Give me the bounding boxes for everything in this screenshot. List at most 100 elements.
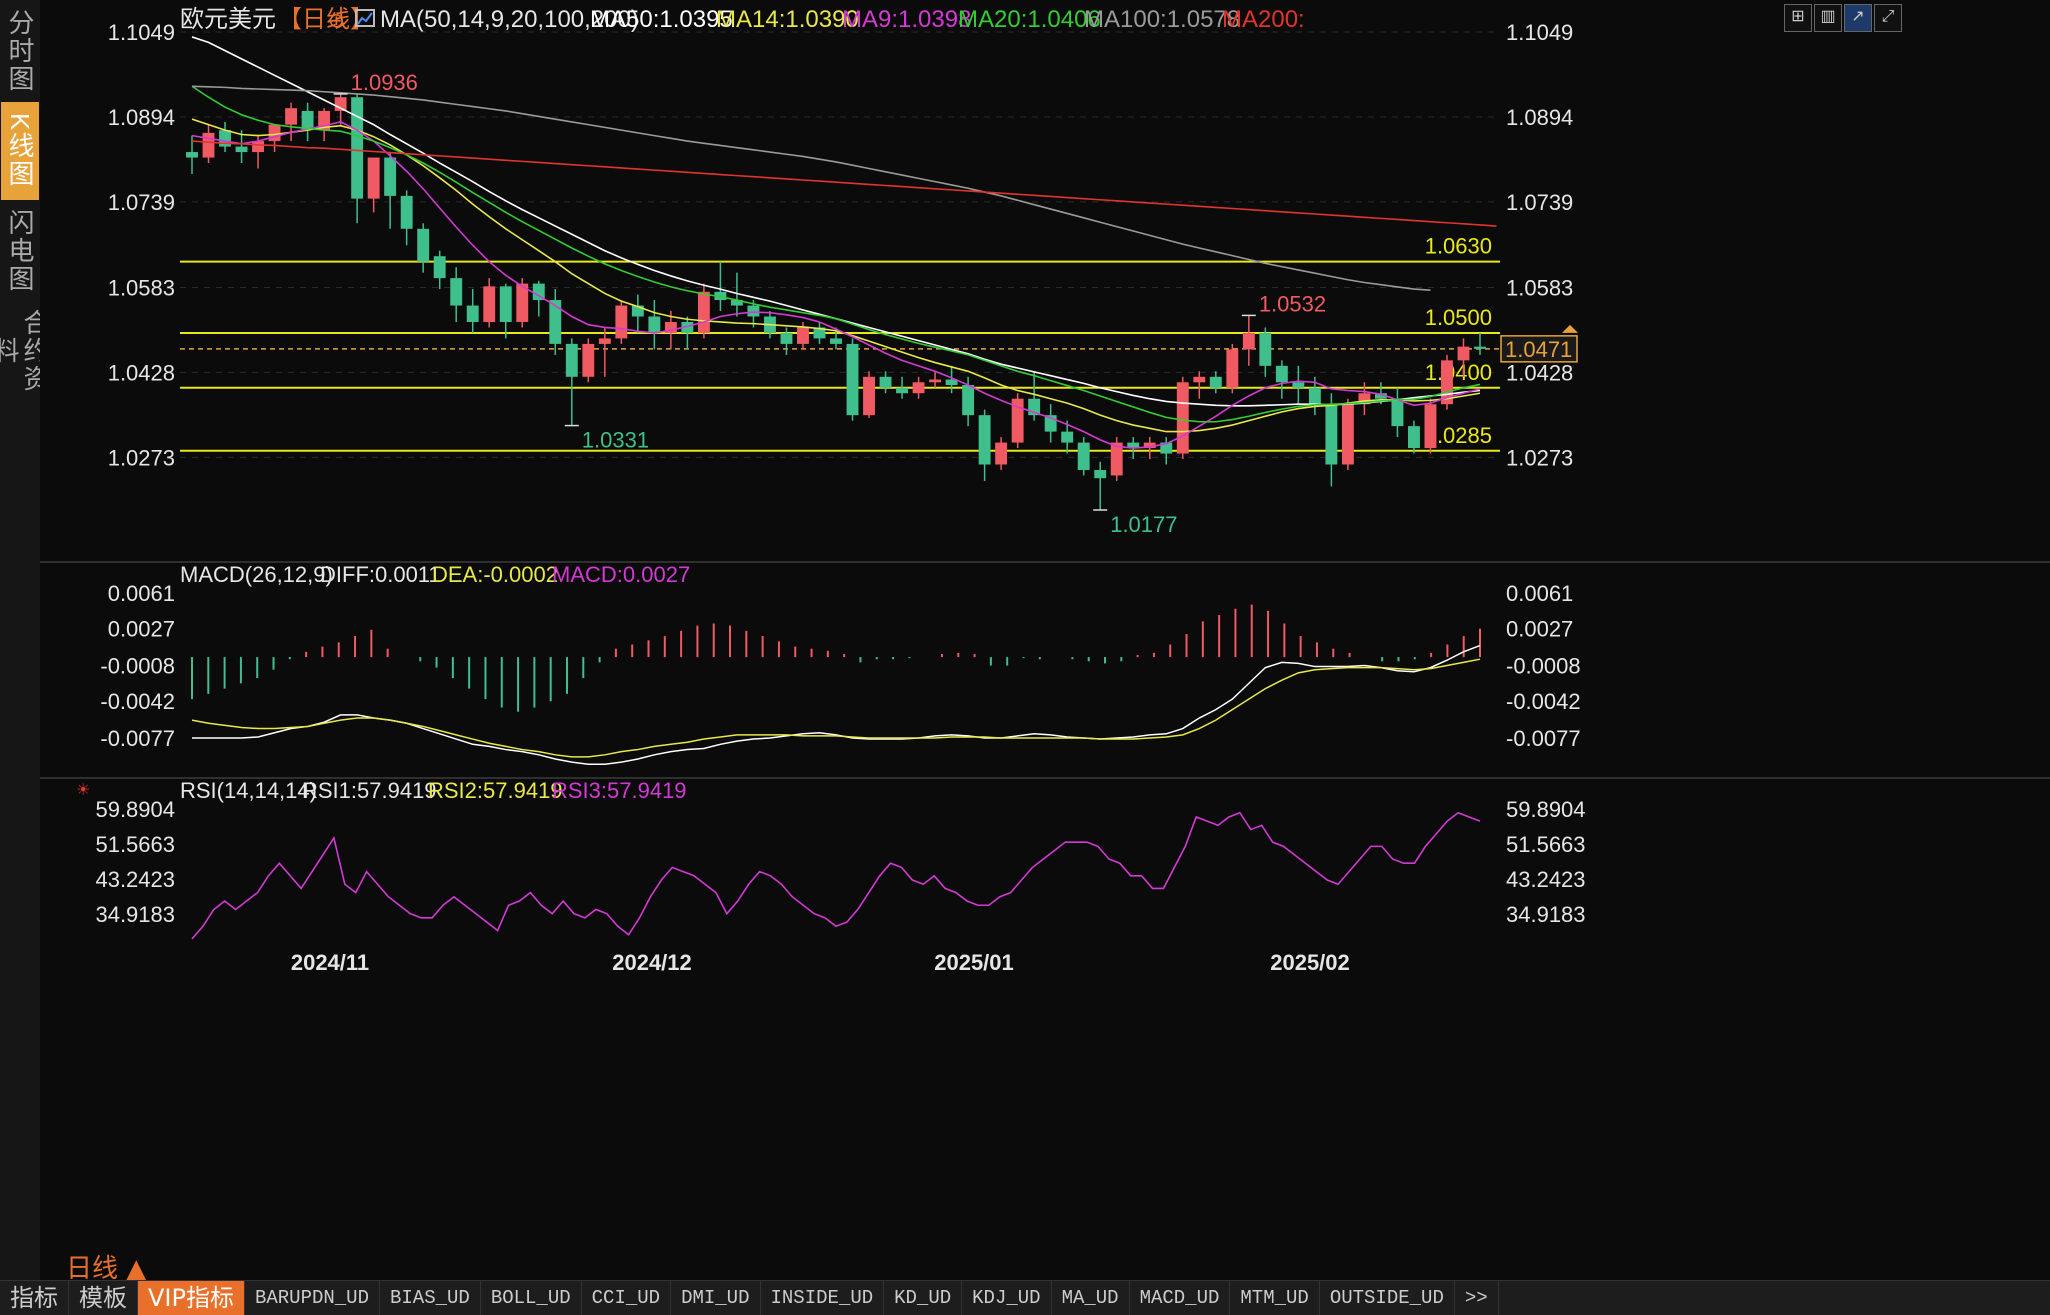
candle[interactable]: [433, 250, 446, 290]
candle[interactable]: [714, 261, 727, 312]
bottom-tab-inside-ud[interactable]: INSIDE_UD: [761, 1281, 885, 1315]
candle[interactable]: [186, 135, 198, 174]
bottom-tab-ma-ud[interactable]: MA_UD: [1052, 1281, 1130, 1315]
bottom-tab--[interactable]: >>: [1455, 1281, 1499, 1315]
bottom-tab-boll-ud[interactable]: BOLL_UD: [481, 1281, 582, 1315]
bottom-tab-vip-[interactable]: VIP指标: [138, 1281, 245, 1315]
period-selector[interactable]: 日线 ▲: [66, 1254, 147, 1284]
candle[interactable]: [450, 267, 463, 322]
rsi-settings-icon[interactable]: ☀: [76, 780, 90, 799]
bottom-tab-mtm-ud[interactable]: MTM_UD: [1230, 1281, 1320, 1315]
candle[interactable]: [863, 371, 875, 418]
candle[interactable]: [1358, 382, 1371, 416]
candle[interactable]: [681, 316, 694, 350]
candle[interactable]: [417, 223, 430, 273]
bottom-tab-bias-ud[interactable]: BIAS_UD: [380, 1281, 481, 1315]
candle[interactable]: [1275, 360, 1288, 399]
sidebar-tab-1[interactable]: K线图: [1, 102, 39, 200]
candle[interactable]: [1292, 365, 1305, 405]
candle[interactable]: [1441, 354, 1453, 410]
candle[interactable]: [780, 327, 793, 355]
sidebar-tab-0[interactable]: 分时图: [5, 9, 35, 93]
bottom-tab--[interactable]: 模板: [69, 1281, 138, 1315]
bottom-tab-kd-ud[interactable]: KD_UD: [884, 1281, 963, 1315]
candle[interactable]: [1193, 371, 1206, 399]
candle[interactable]: [1143, 437, 1156, 460]
candle[interactable]: [334, 93, 347, 125]
candle[interactable]: [499, 283, 512, 339]
candle[interactable]: [929, 371, 942, 388]
bottom-tab-kdj-ud[interactable]: KDJ_UD: [962, 1281, 1052, 1315]
layout-columns-icon[interactable]: ▥: [1814, 4, 1842, 32]
candle[interactable]: [1391, 387, 1404, 438]
candle[interactable]: [202, 124, 215, 164]
candle[interactable]: [631, 294, 644, 333]
candle[interactable]: [565, 338, 578, 426]
candle[interactable]: [1424, 398, 1437, 454]
candle[interactable]: [1341, 398, 1354, 470]
candle[interactable]: [301, 102, 314, 142]
candle[interactable]: [648, 300, 661, 350]
candle[interactable]: [1259, 327, 1272, 377]
layout-grid-icon[interactable]: ⊞: [1784, 4, 1812, 32]
candle[interactable]: [846, 338, 859, 421]
candle[interactable]: [945, 365, 958, 394]
candle[interactable]: [532, 280, 545, 317]
bottom-tab-outside-ud[interactable]: OUTSIDE_UD: [1320, 1281, 1455, 1315]
candle[interactable]: [1308, 376, 1321, 416]
candle[interactable]: [1061, 420, 1074, 454]
bottom-tab-macd-ud[interactable]: MACD_UD: [1130, 1281, 1231, 1315]
chart-type-icon[interactable]: ↗: [1844, 4, 1872, 32]
bottom-tab--[interactable]: 指标: [0, 1281, 69, 1315]
candle[interactable]: [466, 289, 479, 333]
candle[interactable]: [1160, 437, 1173, 465]
candle[interactable]: [896, 376, 908, 399]
candle[interactable]: [549, 289, 562, 355]
candle[interactable]: [615, 300, 628, 344]
candle[interactable]: [219, 121, 231, 153]
chart-canvas[interactable]: 欧元美元 【日线】 ⊕ MA(50,14,9,20,100,200) MA50:…: [40, 0, 2050, 1280]
candle[interactable]: [367, 157, 380, 213]
candle[interactable]: [400, 190, 413, 246]
candle[interactable]: [318, 108, 331, 142]
candle[interactable]: [1176, 376, 1189, 460]
candle[interactable]: [582, 338, 595, 383]
candle[interactable]: [384, 152, 397, 229]
sidebar-tab-2[interactable]: 闪电图: [5, 209, 35, 293]
candle[interactable]: [483, 278, 496, 328]
candle[interactable]: [697, 283, 710, 339]
candle[interactable]: [1011, 393, 1024, 449]
candle[interactable]: [1044, 404, 1057, 443]
candle[interactable]: [268, 124, 281, 153]
fullscreen-icon[interactable]: ⤢: [1874, 4, 1902, 32]
candle[interactable]: [1110, 437, 1123, 481]
candle[interactable]: [1209, 371, 1222, 394]
bottom-tab-cci-ud[interactable]: CCI_UD: [582, 1281, 672, 1315]
macd-panel[interactable]: MACD(26,12,9) DIFF:0.0011 DEA:-0.0002 MA…: [100, 562, 1581, 766]
y-tick-left: 1.0428: [108, 360, 175, 385]
indicator-settings-icon[interactable]: [355, 9, 375, 27]
candle[interactable]: [598, 327, 611, 377]
candle[interactable]: [1325, 393, 1338, 487]
candle[interactable]: [879, 371, 892, 394]
bottom-tab-dmi-ud[interactable]: DMI_UD: [671, 1281, 761, 1315]
candle[interactable]: [1226, 343, 1239, 394]
candle[interactable]: [235, 130, 248, 164]
rsi-panel[interactable]: ☀ RSI(14,14,14) RSI1:57.9419 RSI2:57.941…: [76, 778, 1586, 940]
crosshair-icon[interactable]: ⊕: [328, 10, 345, 32]
candlestick-panel[interactable]: 1.1049 1.1049 1.0894 1.0894 1.0739 1.0739 1.05…: [108, 20, 1578, 537]
candle[interactable]: [1077, 437, 1090, 476]
candle[interactable]: [1408, 420, 1420, 454]
candle[interactable]: [995, 437, 1008, 470]
candle[interactable]: [1242, 315, 1255, 366]
candle[interactable]: [1457, 338, 1470, 377]
candle[interactable]: [730, 272, 743, 317]
candle[interactable]: [1094, 461, 1107, 510]
candle[interactable]: [813, 321, 826, 344]
sidebar-tab-3[interactable]: 合约资料: [0, 309, 50, 393]
candle[interactable]: [912, 376, 925, 399]
candle[interactable]: [1474, 332, 1486, 355]
candle[interactable]: [978, 409, 991, 481]
candle[interactable]: [285, 102, 298, 142]
bottom-tab-barupdn-ud[interactable]: BARUPDN_UD: [245, 1281, 380, 1315]
